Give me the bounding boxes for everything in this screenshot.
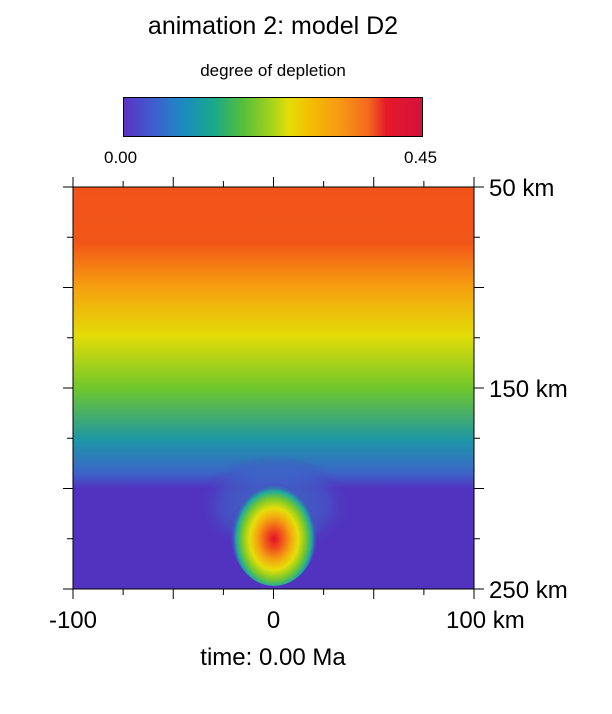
x-axis-ticks: -100 0 100 km (49, 177, 525, 634)
chart-title: animation 2: model D2 (147, 12, 399, 40)
colorbar-max-label: 0.45 (404, 148, 438, 167)
depletion-anomaly (230, 474, 318, 586)
y-tick-label: 50 km (489, 175, 554, 202)
y-tick-label: 250 km (489, 577, 568, 604)
colorbar-label: degree of depletion (200, 61, 346, 80)
colorbar (123, 97, 423, 137)
x-tick-label: 0 (267, 607, 280, 634)
y-axis-ticks: 50 km 150 km 250 km (63, 175, 568, 604)
x-tick-label: 100 km (446, 607, 525, 634)
colorbar-min-label: 0.00 (104, 148, 138, 167)
time-label: time: 0.00 Ma (200, 644, 346, 671)
x-tick-label: -100 (49, 607, 97, 634)
y-tick-label: 150 km (489, 376, 568, 403)
plot-area (72, 186, 475, 590)
